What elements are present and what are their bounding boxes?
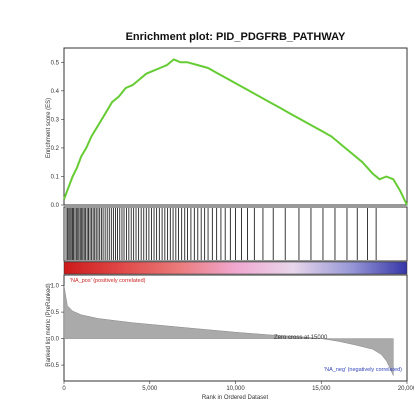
x-tick-label: 20,000 — [398, 386, 414, 392]
x-tick-label: 10,000 — [226, 386, 245, 392]
x-tick-label: 0 — [62, 386, 66, 392]
ranked-panel: 1.0 0.5 0.0 -0.5 Ranked list metric (PreRan… — [46, 274, 408, 382]
es-y-tick-label: 0.0 — [51, 203, 60, 209]
hit-lines — [65, 208, 377, 260]
ranked-y-tick-label: 0.0 — [51, 337, 60, 343]
hits-panel — [63, 206, 408, 262]
bottom-correlation-label: 'NA_neg' (negatively correlated) — [324, 367, 402, 373]
ranked-y-ticks: 1.0 0.5 0.0 -0.5 — [49, 284, 64, 369]
ranked-y-tick-label: -0.5 — [49, 363, 60, 369]
es-y-ticks: 0.0 0.1 0.2 0.3 0.4 0.5 — [51, 60, 64, 209]
x-axis-ticks: 0 5,000 10,000 15,000 20,000 — [62, 381, 414, 392]
rank-gradient-bar — [63, 261, 408, 275]
ranked-metric-area — [63, 285, 394, 376]
x-tick-label: 5,000 — [142, 386, 158, 392]
x-tick-label: 15,000 — [312, 386, 331, 392]
es-line — [63, 58, 408, 206]
ranked-y-tick-label: 0.5 — [51, 310, 60, 316]
x-axis-label: Rank in Ordered Dataset — [202, 395, 269, 401]
es-ylabel: Enrichment score (ES) — [46, 98, 52, 158]
es-y-tick-label: 0.2 — [51, 146, 60, 152]
es-y-tick-label: 0.4 — [51, 89, 60, 95]
chart-title: Enrichment plot: PID_PDGFRB_PATHWAY — [125, 31, 346, 43]
ranked-ylabel: Ranked list metric (PreRanked) — [46, 283, 52, 366]
top-correlation-label: 'NA_pos' (positively correlated) — [70, 278, 146, 284]
ranked-y-tick-label: 1.0 — [51, 284, 60, 290]
es-y-tick-label: 0.1 — [51, 174, 60, 180]
es-panel: 0.0 0.1 0.2 0.3 0.4 0.5 Enrichment score (ES) — [46, 47, 408, 209]
es-y-tick-label: 0.5 — [51, 60, 60, 66]
es-y-tick-label: 0.3 — [51, 117, 60, 123]
es-panel-frame — [63, 47, 408, 206]
zero-cross-label: Zero cross at 15000 — [274, 335, 328, 341]
